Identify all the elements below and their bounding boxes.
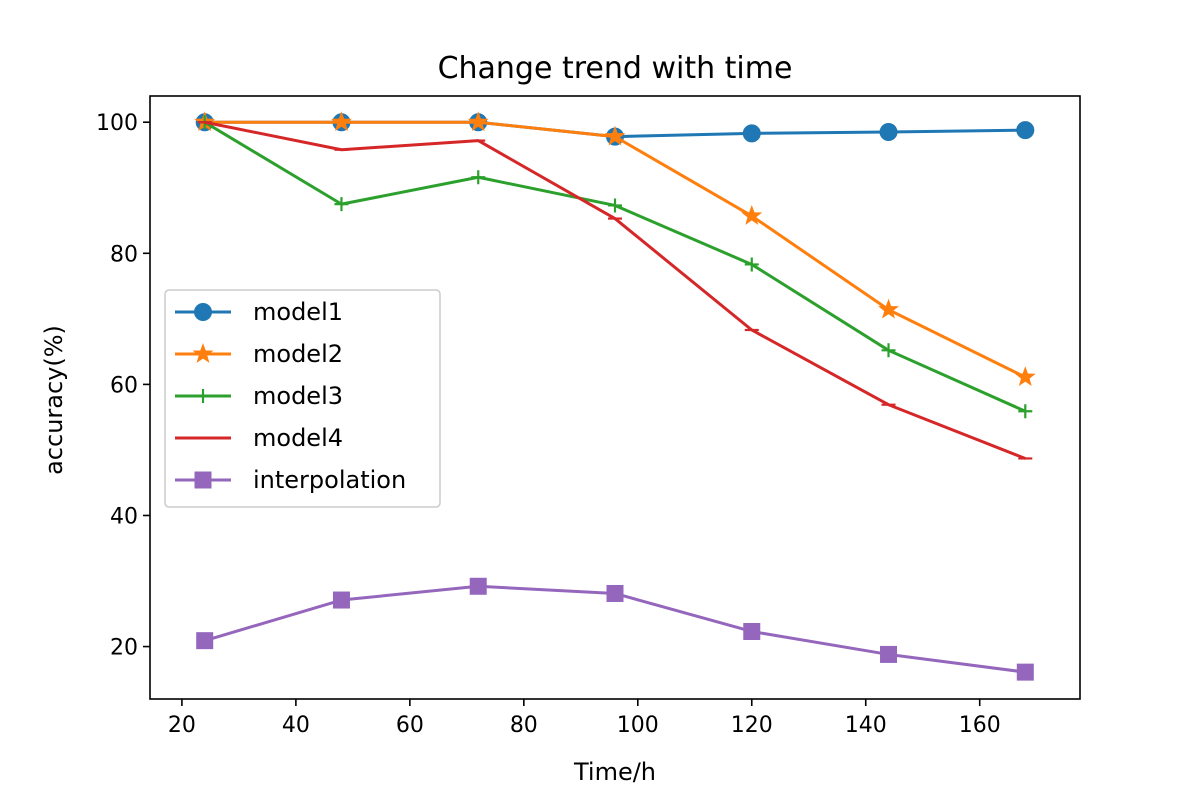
- legend-box: [164, 289, 441, 508]
- data-point-model3: [608, 198, 622, 213]
- legend-label: interpolation: [253, 466, 406, 494]
- series-model4: [197, 120, 1033, 460]
- data-point-interpolation: [196, 632, 214, 650]
- data-point-model2: [1014, 366, 1036, 387]
- data-point-model3: [744, 257, 759, 272]
- data-point-interpolation: [743, 622, 761, 640]
- y-axis-label: accuracy(%): [40, 325, 68, 475]
- legend-marker-model3: [196, 389, 210, 403]
- chart-title: Change trend with time: [438, 51, 793, 86]
- x-axis-label: Time/h: [573, 758, 656, 786]
- data-point-interpolation: [606, 584, 624, 602]
- legend-item-interpolation: interpolation: [175, 466, 406, 494]
- legend-item-model3: model3: [175, 382, 343, 410]
- data-point-interpolation: [469, 577, 487, 595]
- x-tick-label: 80: [510, 713, 538, 738]
- data-point-model3: [334, 197, 349, 212]
- data-point-model2: [467, 111, 489, 132]
- y-tick-label: 100: [96, 111, 138, 136]
- data-point-model1: [1016, 121, 1035, 140]
- series-model3: [197, 115, 1033, 419]
- data-point-interpolation: [880, 645, 898, 663]
- y-tick-label: 20: [110, 636, 138, 661]
- data-point-model3: [471, 170, 486, 185]
- data-point-interpolation: [332, 591, 350, 609]
- data-point-model3: [1018, 404, 1033, 419]
- x-tick-label: 100: [617, 713, 659, 738]
- legend-marker-interpolation: [194, 471, 212, 489]
- x-tick-label: 120: [731, 713, 773, 738]
- legend-label: model1: [253, 298, 343, 326]
- legend-item-model1: model1: [175, 298, 343, 326]
- x-tick-label: 140: [845, 713, 887, 738]
- x-tick-label: 20: [168, 713, 196, 738]
- plot-area: 20 40 60 80 100 120 140 160 20 40 60 80 100: [96, 95, 1081, 738]
- data-point-model3: [881, 343, 896, 358]
- data-point-interpolation: [1016, 663, 1034, 681]
- data-point-model2: [741, 204, 763, 225]
- y-tick-label: 60: [110, 373, 138, 398]
- series-model2: [194, 111, 1036, 387]
- legend-marker-model2: [192, 343, 214, 363]
- legend-label: model2: [253, 340, 343, 368]
- legend-item-model2: model2: [175, 340, 343, 368]
- x-tick-label: 60: [396, 713, 424, 738]
- data-point-model2: [604, 125, 626, 146]
- y-tick-label: 80: [110, 242, 138, 267]
- data-point-model2: [331, 111, 352, 132]
- y-tick-label: 40: [110, 504, 138, 529]
- x-tick-label: 40: [282, 713, 310, 738]
- data-point-model1: [879, 123, 898, 142]
- axes-frame: [149, 95, 1081, 700]
- x-tick-label: 160: [959, 713, 1001, 738]
- legend-label: model4: [253, 424, 343, 452]
- legend-label: model3: [253, 382, 343, 410]
- legend: model1 model2 model3 model4 interpolation: [164, 289, 441, 508]
- legend-marker-model1: [194, 303, 212, 321]
- legend-item-model4: model4: [175, 424, 343, 452]
- series-interpolation: [196, 577, 1034, 681]
- data-point-model1: [742, 124, 761, 143]
- data-point-model2: [878, 298, 899, 319]
